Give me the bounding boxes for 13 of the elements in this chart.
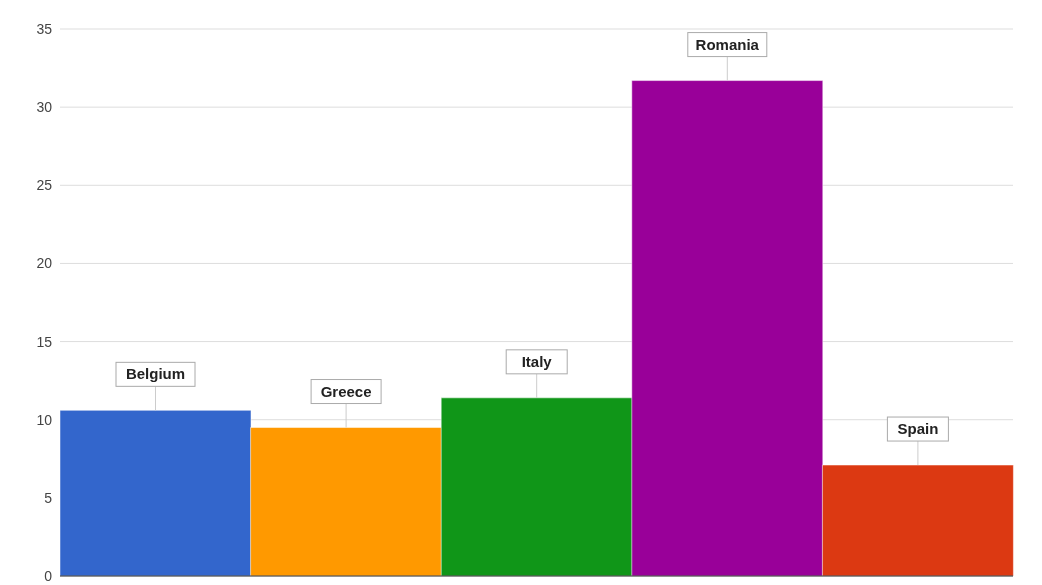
y-tick-label: 20 xyxy=(36,255,53,272)
y-tick-label: 0 xyxy=(44,567,53,584)
x-tick-label: Belgium xyxy=(125,365,186,383)
x-tick-label: Italy xyxy=(521,352,553,370)
x-tick-label: Romania xyxy=(695,35,760,53)
x-tick-label: Spain xyxy=(897,420,939,438)
y-tick-label: 35 xyxy=(36,20,53,37)
y-tick-label: 15 xyxy=(36,333,53,350)
y-tick-label: 30 xyxy=(36,99,53,116)
x-tick-label: Greece xyxy=(320,382,372,400)
y-tick-label: 10 xyxy=(36,411,53,428)
y-tick-label: 5 xyxy=(44,489,53,506)
y-tick-label: 25 xyxy=(36,177,53,194)
